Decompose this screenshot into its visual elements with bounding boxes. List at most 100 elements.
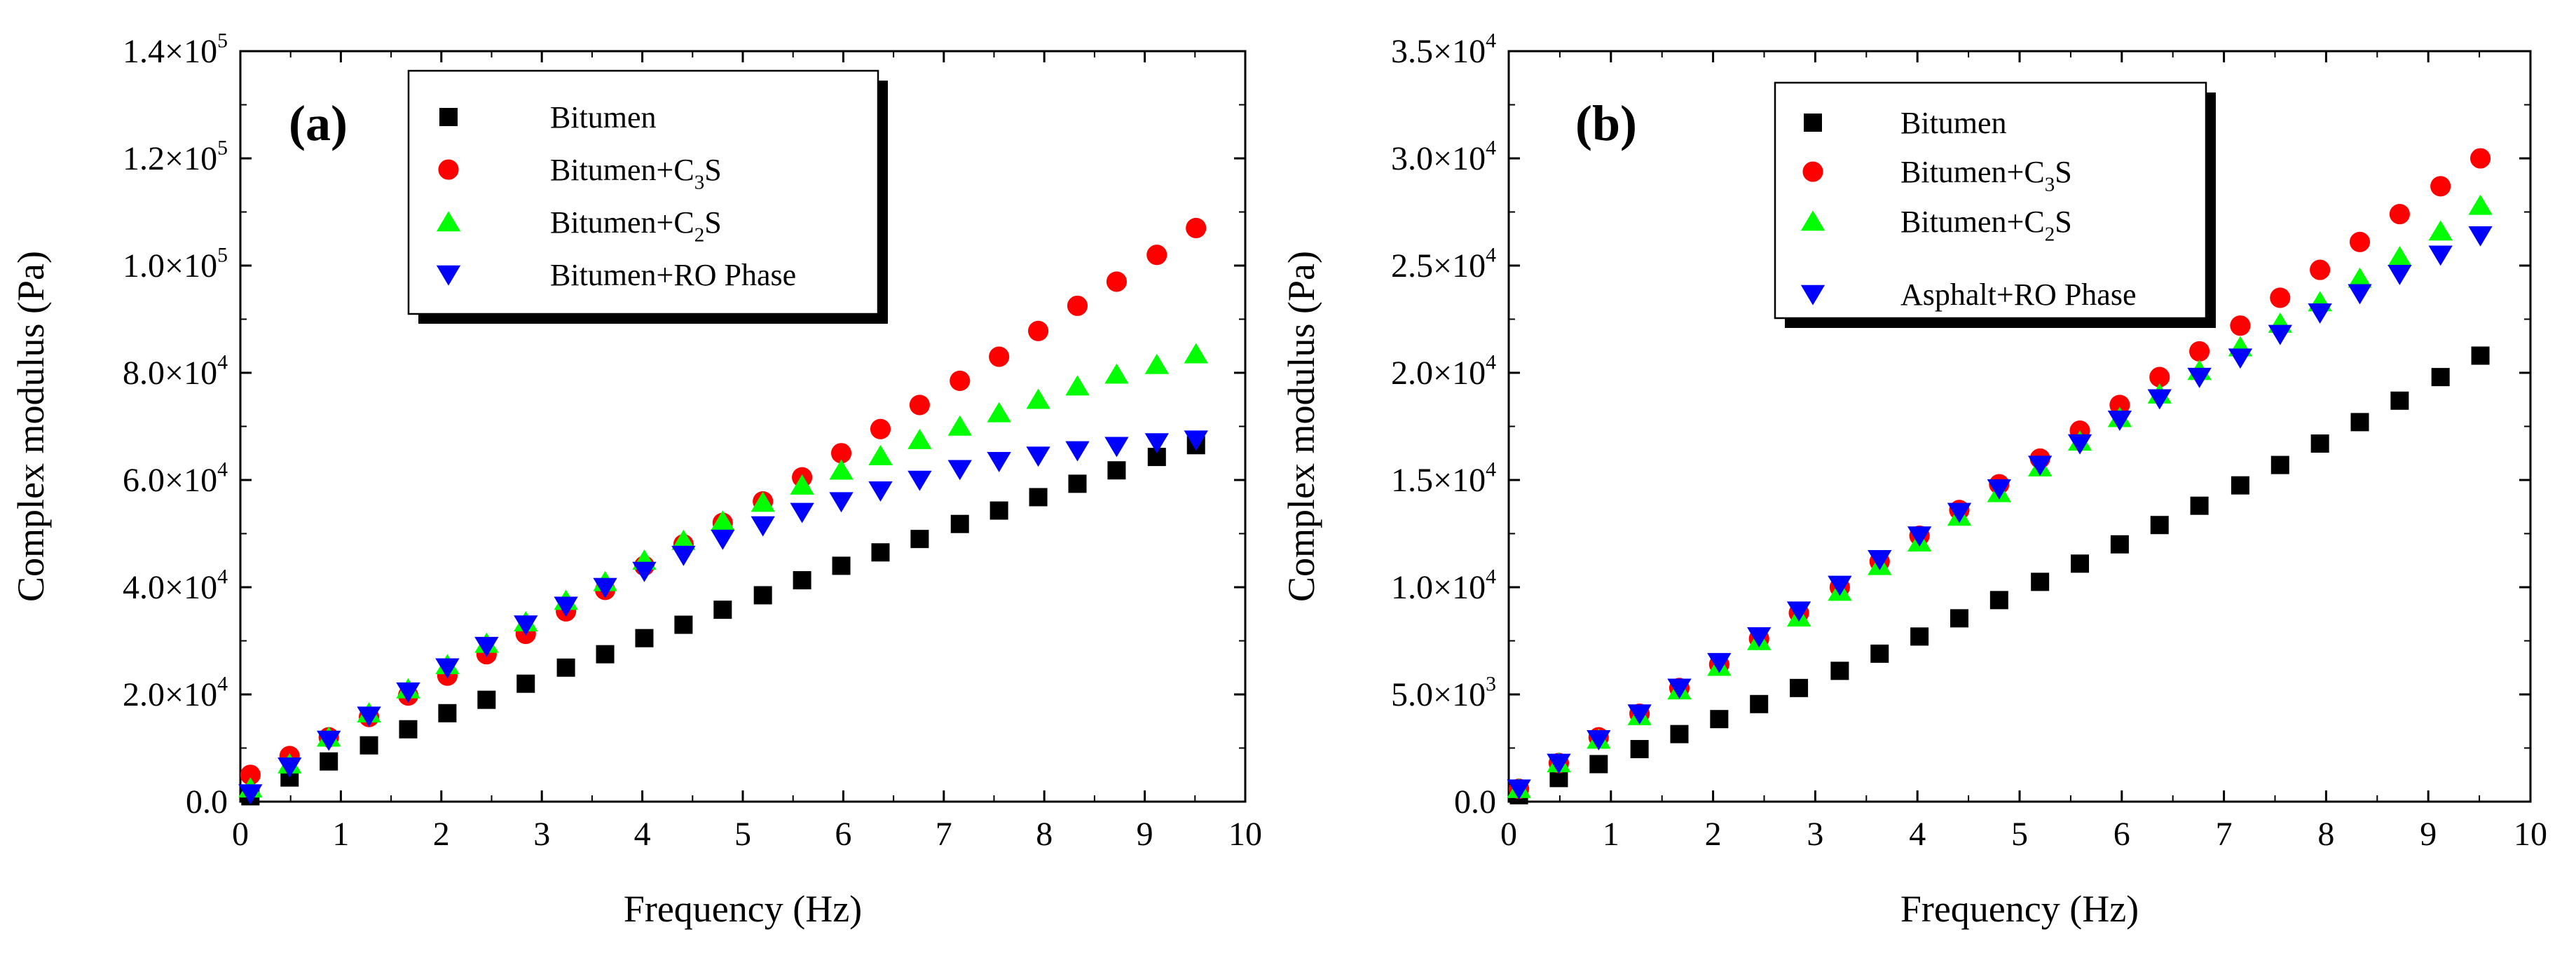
y-tick-label: 4.0×104: [123, 565, 228, 606]
x-tick-label: 2: [1705, 816, 1722, 853]
data-point: [1707, 652, 1732, 673]
y-axis-title: Complex modulus (Pa): [1280, 251, 1322, 602]
data-point: [514, 615, 538, 636]
data-point: [1630, 740, 1649, 759]
data-point: [950, 370, 971, 392]
legend-marker: [1800, 284, 1825, 306]
x-tick-label: 9: [2420, 816, 2437, 853]
x-tick-label: 6: [835, 816, 851, 853]
data-point: [674, 615, 693, 634]
data-point: [278, 757, 302, 778]
data-point: [2348, 284, 2372, 305]
x-tick-label: 10: [2514, 816, 2547, 853]
legend-label: Bitumen+C3S: [1900, 155, 2072, 196]
x-tick-label: 0: [232, 816, 249, 853]
data-point: [2308, 303, 2332, 324]
data-point: [1068, 474, 1087, 493]
series-3: [238, 430, 1208, 805]
data-point: [2230, 315, 2251, 336]
data-point: [1029, 488, 1048, 507]
data-point: [632, 561, 657, 582]
data-point: [1065, 375, 1090, 396]
data-point: [1870, 644, 1889, 663]
data-point: [711, 510, 735, 531]
data-point: [2109, 395, 2130, 416]
data-point: [790, 474, 814, 495]
data-point: [516, 674, 535, 693]
data-point: [2387, 264, 2412, 285]
data-point: [2149, 366, 2170, 388]
series-2: [238, 343, 1208, 798]
data-point: [671, 529, 696, 550]
data-point: [907, 429, 932, 449]
data-point: [2310, 434, 2329, 453]
data-point: [320, 752, 338, 771]
data-point: [1028, 320, 1049, 341]
data-point: [1786, 601, 1811, 622]
data-point: [753, 586, 772, 605]
data-point: [2228, 348, 2253, 369]
series-3: [1507, 226, 2493, 800]
data-point: [635, 629, 654, 647]
x-tick-label: 5: [2011, 816, 2028, 853]
y-tick-label: 0.0: [186, 783, 228, 821]
data-point: [829, 459, 854, 480]
data-point: [868, 481, 893, 502]
x-tick-label: 2: [433, 816, 450, 853]
data-point: [2471, 346, 2490, 365]
x-tick-label: 3: [1807, 816, 1823, 853]
data-point: [1184, 430, 1208, 451]
data-point: [987, 402, 1011, 423]
y-tick-label: 3.5×104: [1391, 29, 1496, 70]
data-point: [910, 530, 929, 549]
data-point: [2147, 389, 2172, 410]
x-tick-label: 4: [1909, 816, 1926, 853]
panel-label: (a): [289, 95, 348, 151]
series-0: [1509, 346, 2490, 804]
data-point: [2468, 194, 2493, 215]
x-tick-label: 10: [1228, 816, 1262, 853]
legend: Bitumen Bitumen+C3S Bitumen+C2S Asphalt+RO …: [1774, 81, 2216, 328]
data-point: [1104, 363, 1129, 384]
data-point: [1144, 353, 1169, 374]
y-tick-label: 2.0×104: [123, 672, 228, 713]
data-point: [1107, 461, 1126, 480]
data-point: [438, 704, 457, 722]
x-axis-title: Frequency (Hz): [624, 888, 862, 930]
data-point: [2067, 434, 2092, 455]
data-point: [2349, 231, 2371, 252]
y-tick-label: 8.0×104: [123, 350, 228, 392]
legend-label: Bitumen+C2S: [1900, 205, 2072, 245]
data-point: [1589, 755, 1608, 774]
data-point: [751, 491, 775, 512]
data-point: [2310, 259, 2331, 280]
y-tick-label: 3.0×104: [1391, 136, 1496, 177]
data-point: [1026, 388, 1050, 409]
legend-label: Bitumen: [1900, 106, 2007, 140]
data-point: [1106, 271, 1128, 292]
data-point: [2468, 226, 2493, 247]
data-point: [1947, 502, 1972, 523]
data-point: [2270, 287, 2291, 308]
data-point: [2189, 341, 2210, 362]
data-point: [2390, 391, 2409, 410]
data-point: [2350, 413, 2369, 432]
data-point: [1989, 591, 2008, 610]
data-point: [2028, 455, 2053, 476]
data-point: [2071, 554, 2090, 573]
data-point: [474, 636, 499, 657]
data-point: [2270, 455, 2289, 474]
data-point: [2387, 246, 2412, 267]
data-point: [793, 571, 811, 590]
data-point: [399, 720, 418, 739]
data-point: [2469, 148, 2491, 169]
x-tick-label: 9: [1137, 816, 1153, 853]
chart-panel-a: 0 1 2 3 4 5 6 7 8 9 10 0.0 2.0×104 4.0×104 6.0×104 8.0×…: [10, 29, 1262, 930]
data-point: [1026, 446, 1050, 467]
data-point: [1146, 245, 1167, 266]
y-tick-label: 0.0: [1454, 783, 1496, 821]
x-tick-label: 8: [1036, 816, 1053, 853]
data-point: [1710, 710, 1729, 729]
data-point: [554, 596, 578, 617]
x-tick-label: 3: [533, 816, 550, 853]
